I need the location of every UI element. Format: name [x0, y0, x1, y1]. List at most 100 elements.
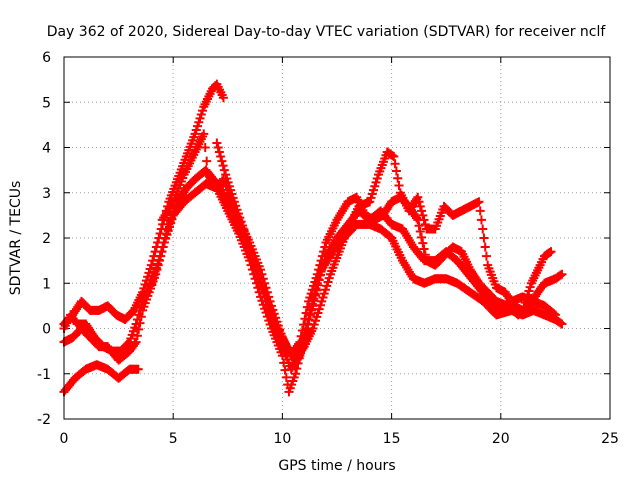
data-point [248, 256, 258, 266]
data-point [557, 319, 567, 329]
data-point [367, 189, 377, 199]
data-point [419, 215, 429, 225]
data-point [317, 251, 327, 261]
data-point [369, 185, 379, 195]
data-point [393, 173, 403, 183]
data-point [143, 272, 153, 282]
data-point [246, 247, 256, 257]
data-point [125, 337, 135, 347]
data-point [226, 185, 236, 195]
data-point [149, 270, 159, 280]
y-tick-label: 4 [42, 141, 51, 157]
series-track-1 [59, 360, 143, 397]
data-point [523, 290, 533, 300]
data-point [224, 181, 234, 191]
y-tick-label: 1 [42, 276, 51, 292]
data-point [153, 238, 163, 248]
data-point [240, 228, 250, 238]
data-point [521, 294, 531, 304]
data-point [148, 256, 158, 266]
data-point [223, 177, 233, 187]
data-point [140, 280, 150, 290]
data-point [295, 337, 305, 347]
data-point [306, 289, 316, 299]
data-point [131, 319, 141, 329]
data-point [418, 210, 428, 220]
data-point [219, 165, 229, 175]
data-point [146, 278, 156, 288]
x-tick-label: 10 [273, 431, 291, 447]
data-point [198, 106, 208, 116]
data-point [287, 380, 297, 390]
x-tick-label: 25 [601, 431, 619, 447]
data-point [151, 263, 161, 273]
data-point [196, 110, 206, 120]
data-point [319, 247, 329, 257]
data-point [316, 256, 326, 266]
data-point [138, 287, 148, 297]
y-tick-label: -1 [37, 367, 51, 383]
data-point [151, 242, 161, 252]
data-point [309, 294, 319, 304]
y-tick-label: 6 [42, 50, 51, 66]
data-point [479, 233, 489, 243]
data-point [366, 193, 376, 203]
data-point [475, 206, 485, 216]
y-tick-label: 2 [42, 231, 51, 247]
data-point [127, 330, 137, 340]
data-point [213, 143, 223, 152]
data-point [123, 338, 133, 348]
data-point [320, 242, 330, 252]
x-tick-label: 5 [169, 431, 178, 447]
data-point [550, 310, 560, 320]
data-point [519, 302, 529, 312]
data-point [478, 224, 488, 234]
data-point [190, 129, 200, 139]
data-point [546, 247, 556, 257]
data-point [221, 170, 231, 180]
data-point [155, 228, 165, 238]
data-point [300, 314, 310, 324]
data-point [415, 201, 425, 211]
data-point [191, 125, 201, 135]
data-point [128, 326, 138, 336]
data-point [389, 152, 399, 162]
data-point [222, 174, 232, 184]
data-point [310, 316, 320, 326]
data-point [148, 274, 158, 284]
data-point [417, 206, 427, 216]
data-point [312, 269, 322, 279]
data-point [199, 129, 209, 139]
data-point [214, 147, 224, 157]
data-point [365, 197, 375, 207]
data-point [154, 233, 164, 243]
data-point [228, 193, 238, 203]
data-point [474, 197, 484, 207]
data-point [525, 282, 535, 292]
data-point [281, 372, 291, 382]
data-point [193, 121, 203, 131]
data-point [250, 260, 260, 270]
data-point [480, 242, 490, 252]
data-point [309, 320, 319, 330]
data-point [126, 333, 136, 343]
data-point [312, 312, 322, 322]
data-point [372, 174, 382, 184]
data-point [289, 372, 299, 382]
data-point [145, 264, 155, 274]
data-point [308, 324, 318, 333]
data-point [227, 189, 237, 199]
data-point [305, 292, 315, 302]
data-point [146, 260, 156, 270]
data-point [414, 197, 424, 207]
data-point [291, 369, 301, 379]
data-point [244, 242, 254, 252]
data-point [320, 285, 330, 295]
data-points [59, 79, 567, 397]
data-point [481, 251, 491, 261]
data-point [200, 143, 210, 152]
data-point [150, 247, 160, 257]
x-axis-label: GPS time / hours [278, 458, 395, 474]
data-point [315, 260, 325, 270]
